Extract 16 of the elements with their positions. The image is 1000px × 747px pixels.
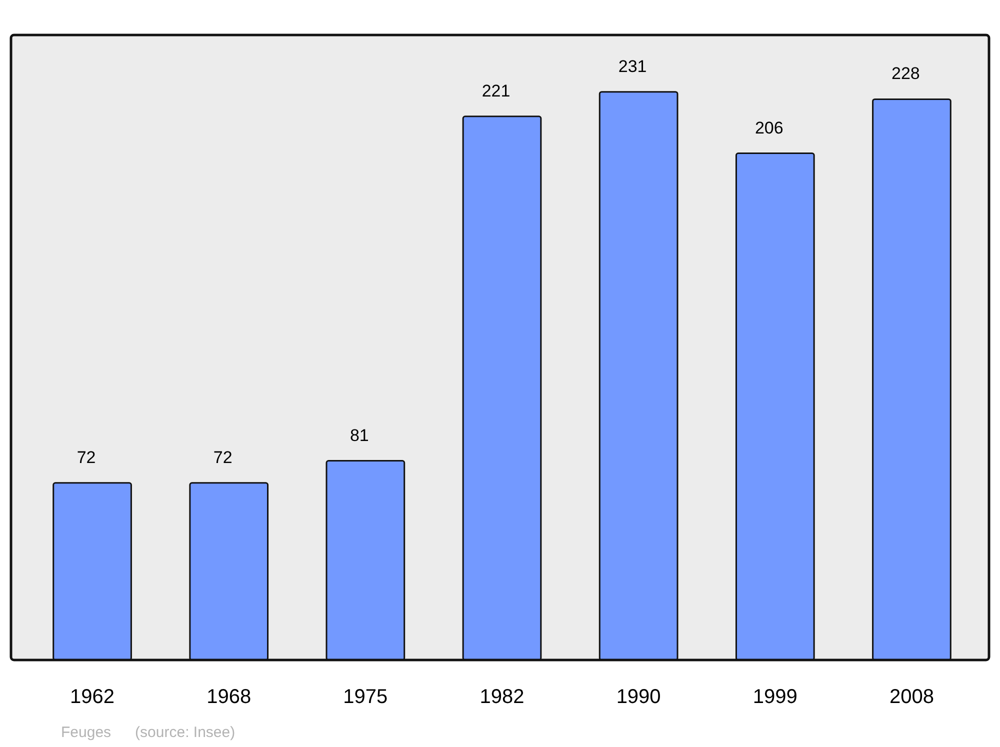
data-label: 81 bbox=[350, 426, 369, 445]
x-tick-label: 1999 bbox=[752, 686, 798, 708]
data-label: 221 bbox=[482, 81, 510, 100]
text: Feuges bbox=[61, 724, 112, 741]
data-label: 231 bbox=[618, 56, 647, 76]
data-label: 206 bbox=[754, 118, 784, 138]
x-tick-label: 1968 bbox=[206, 686, 252, 708]
x-tick-label: 1982 bbox=[480, 686, 524, 708]
data-label: 72 bbox=[213, 448, 232, 467]
data-label: 228 bbox=[892, 64, 920, 84]
x-tick-label: 2008 bbox=[889, 686, 934, 708]
data-label: 72 bbox=[76, 448, 96, 467]
x-tick-label: 1962 bbox=[70, 686, 115, 708]
x-tick-label: 1990 bbox=[616, 686, 661, 708]
x-tick-label: 1975 bbox=[343, 686, 388, 708]
text: (source: Insee) bbox=[135, 724, 236, 741]
